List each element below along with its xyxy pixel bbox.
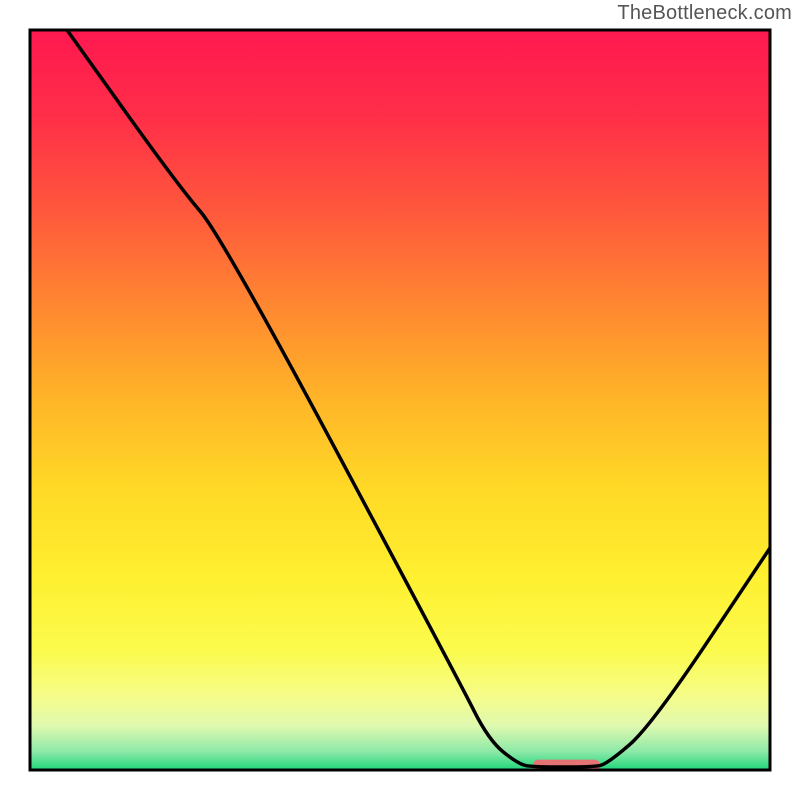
watermark-label: TheBottleneck.com — [617, 2, 792, 25]
plot-background — [30, 30, 770, 770]
chart-svg — [0, 0, 800, 800]
chart-canvas: TheBottleneck.com — [0, 0, 800, 800]
